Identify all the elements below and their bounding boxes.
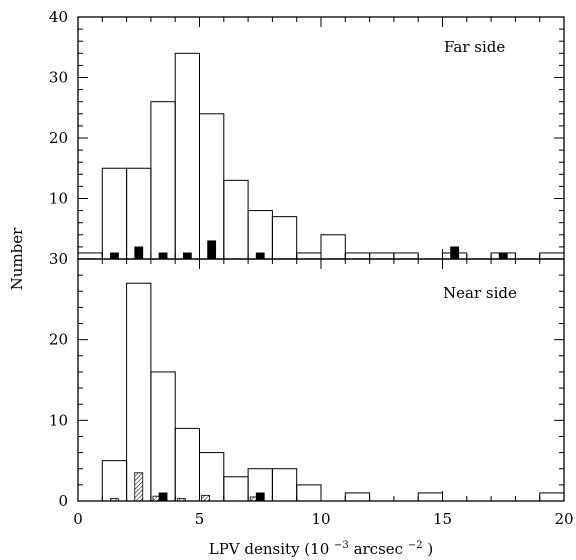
- x-tick-label-10: 10: [311, 510, 330, 528]
- near-side-frame: [77, 258, 565, 502]
- far-side-filled-bar-5_5: [207, 240, 217, 260]
- y-axis-label: Number: [8, 227, 26, 290]
- near-side-open-bar-5: [199, 452, 225, 502]
- far-side-open-bar-12: [369, 252, 395, 260]
- far-side-filled-bar-3_5: [158, 252, 168, 260]
- far-side-label: Far side: [444, 38, 505, 56]
- near-side-label: Near side: [443, 284, 517, 302]
- near-side-hatched-bar-3_25: [152, 495, 162, 502]
- x-axis-label-main: LPV density (10: [209, 540, 330, 558]
- near-side-hatched-bar-2_5: [134, 472, 144, 502]
- far-side-filled-bar-15_5: [450, 246, 460, 260]
- x-tick-label-15: 15: [433, 510, 452, 528]
- far-side-ticks: [77, 16, 565, 260]
- far-side-filled-bar-4_5: [182, 252, 192, 260]
- near-side-open-bar-3: [150, 371, 176, 502]
- x-tick-label-5: 5: [195, 510, 205, 528]
- far-side-open-bar-5: [199, 113, 225, 260]
- x-axis-label-exponent: −3: [334, 540, 349, 551]
- far-side-panel: 10 20 30 40 Far side: [49, 8, 565, 260]
- near-side-hatched-bar-5_25: [201, 494, 210, 502]
- near-side-open-bar-6: [223, 476, 249, 502]
- near-side-bars: [101, 282, 565, 502]
- far-side-y-tick-labels: 10 20 30 40: [49, 8, 68, 208]
- near-side-open-bar-11: [344, 492, 371, 502]
- near-side-open-bar-9: [296, 484, 322, 502]
- x-axis-label: LPV density (10 −3 arcsec −2 ): [209, 534, 433, 558]
- x-tick-labels: 0 5 10 15 20: [73, 510, 573, 528]
- far-side-y-tick-label-10: 10: [49, 190, 68, 208]
- near-side-open-bar-4: [174, 427, 200, 502]
- near-side-open-bar-1: [101, 460, 128, 502]
- x-axis-label-close: ): [427, 540, 433, 558]
- far-side-open-bar-6: [223, 179, 249, 260]
- near-side-y-tick-label-10: 10: [49, 411, 68, 429]
- far-side-filled-bar-7_5: [255, 252, 265, 260]
- near-side-y-tick-label-0: 0: [58, 492, 68, 510]
- near-side-open-bar-8: [271, 468, 298, 502]
- far-side-filled-bar-1_5: [110, 252, 119, 260]
- far-side-open-bar-4: [174, 52, 200, 260]
- far-side-y-tick-label-20: 20: [49, 129, 68, 147]
- far-side-open-bar-8: [271, 216, 298, 260]
- far-side-filled-bar-17_5: [498, 252, 508, 260]
- far-side-y-tick-label-40: 40: [49, 8, 68, 26]
- far-side-open-bar-9: [296, 252, 322, 260]
- near-side-open-bar-19: [539, 492, 565, 502]
- far-side-open-bar-1: [101, 167, 128, 260]
- x-tick-label-0: 0: [73, 510, 83, 528]
- far-side-open-bar-13: [393, 252, 419, 260]
- far-side-filled-bar-2_5: [134, 246, 144, 260]
- far-side-open-bar-3: [150, 101, 176, 260]
- far-side-open-bar-7: [247, 210, 273, 260]
- far-side-bars: [77, 52, 565, 260]
- far-side-open-bar-11: [344, 252, 371, 260]
- far-side-open-bar-0: [77, 252, 103, 260]
- near-side-y-tick-label-30: 30: [49, 250, 68, 268]
- x-axis-label-unit-exponent: −2: [408, 540, 423, 551]
- near-side-open-bar-14: [417, 492, 444, 502]
- near-side-y-tick-labels: 0 10 20 30: [49, 250, 68, 510]
- far-side-open-bar-2: [126, 167, 152, 260]
- far-side-open-bar-19: [539, 252, 565, 260]
- near-side-open-bar-2: [126, 282, 152, 502]
- near-side-y-tick-label-20: 20: [49, 331, 68, 349]
- far-side-open-bar-10: [320, 234, 346, 260]
- x-axis-label-unit: arcsec: [354, 540, 404, 558]
- x-tick-label-20: 20: [554, 510, 573, 528]
- far-side-y-tick-label-30: 30: [49, 69, 68, 87]
- near-side-panel: 0 10 20 30 Near side: [49, 250, 565, 510]
